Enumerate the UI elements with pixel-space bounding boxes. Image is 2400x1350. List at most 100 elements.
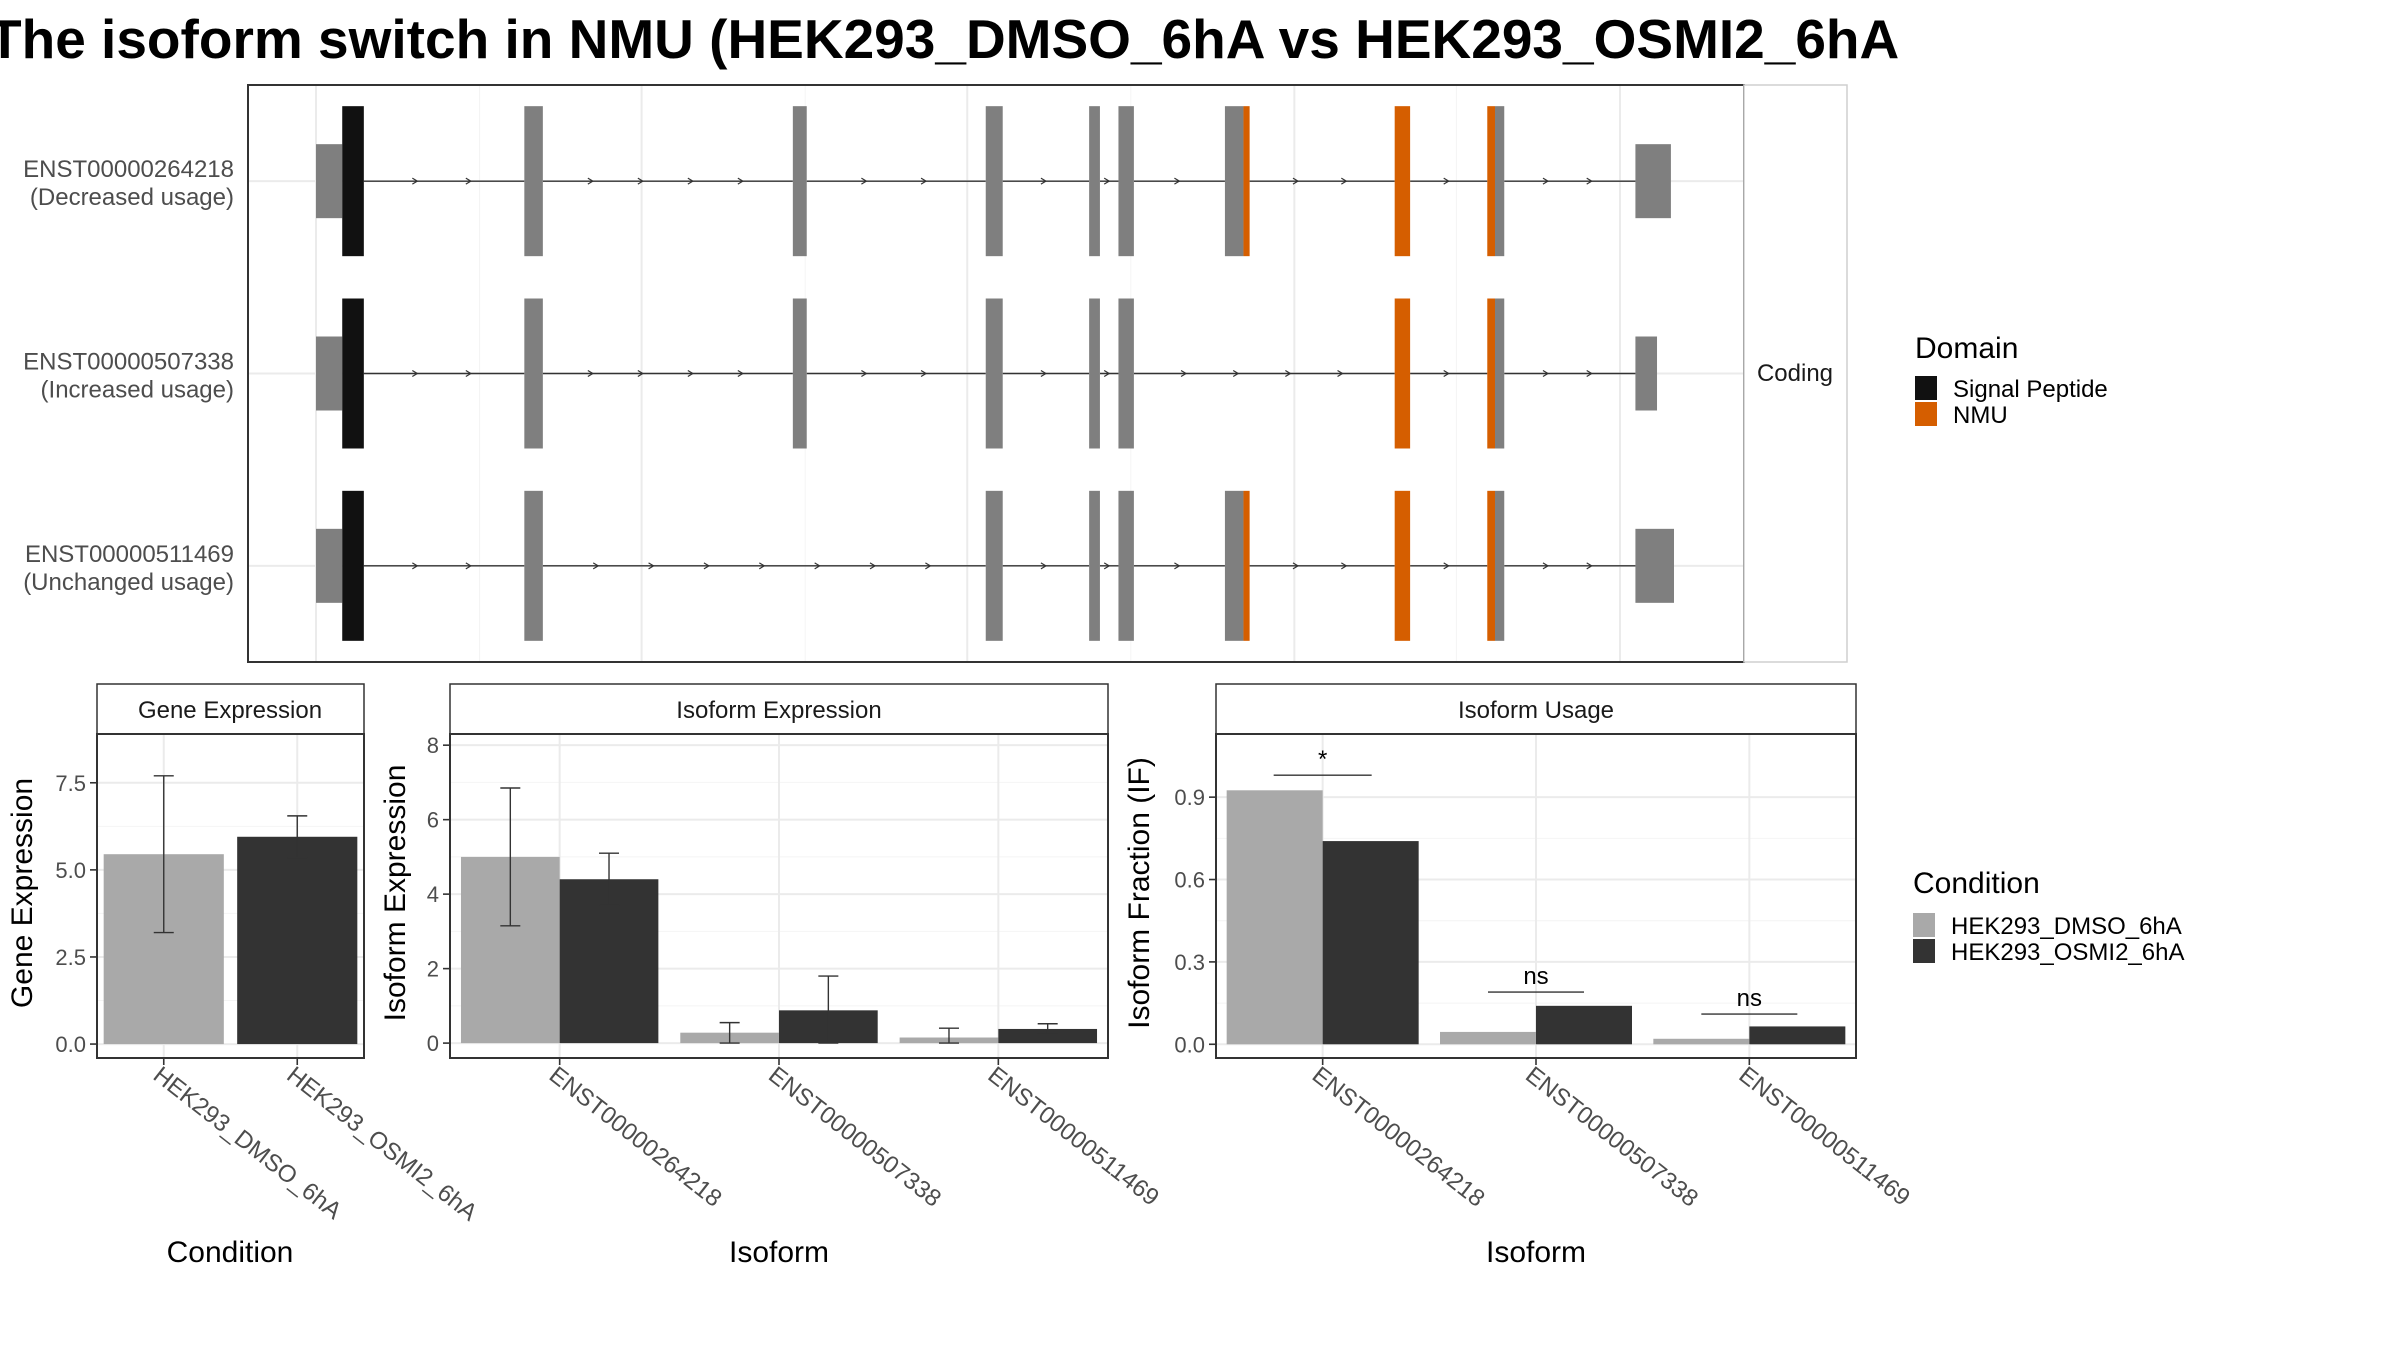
exon-block bbox=[524, 490, 543, 641]
intron-arrow bbox=[1341, 177, 1348, 185]
exon-block bbox=[1118, 490, 1134, 641]
y-tick-label: 0.3 bbox=[1174, 950, 1205, 975]
bars bbox=[1226, 790, 1846, 1045]
y-tick-label: 4 bbox=[427, 882, 439, 907]
intron-arrow bbox=[737, 177, 745, 185]
signal-peptide-block bbox=[342, 298, 364, 449]
y-tick-label: 0.6 bbox=[1174, 868, 1205, 893]
intron-arrow bbox=[587, 369, 595, 378]
intron-arrow bbox=[1232, 369, 1240, 378]
legend-label-osmi: HEK293_OSMI2_6hA bbox=[1951, 939, 2184, 966]
legend-swatch-nmu bbox=[1915, 402, 1937, 426]
gene-expression-x-title: Condition bbox=[167, 1236, 294, 1269]
intron-arrow bbox=[1103, 177, 1111, 185]
intron-arrow bbox=[703, 562, 711, 570]
transcript-usage-label: (Unchanged usage) bbox=[23, 569, 234, 596]
y-tick-label: 8 bbox=[427, 733, 439, 758]
bars bbox=[103, 775, 358, 1045]
exon-block bbox=[792, 298, 807, 449]
bar-osmi bbox=[237, 836, 358, 1045]
figure-title: The isoform switch in NMU (HEK293_DMSO_6… bbox=[0, 8, 1899, 70]
bar-dmso bbox=[1653, 1038, 1750, 1045]
nmu-domain-block bbox=[1487, 106, 1495, 257]
nmu-domain-block bbox=[1394, 298, 1411, 449]
y-tick-label: 2.5 bbox=[55, 945, 86, 970]
bar-osmi bbox=[1749, 1026, 1846, 1045]
isoform-usage-x-title: Isoform bbox=[1486, 1236, 1586, 1269]
intron-arrow bbox=[1542, 369, 1550, 378]
nmu-domain-block bbox=[1487, 298, 1495, 449]
exon-block bbox=[985, 106, 1003, 257]
exon-block bbox=[524, 106, 543, 257]
intron-arrow bbox=[1180, 369, 1188, 378]
utr-block bbox=[1635, 144, 1671, 219]
intron-arrow bbox=[1174, 177, 1181, 185]
nmu-domain-block bbox=[1243, 490, 1250, 641]
transcript-id-label: ENST00000511469 bbox=[25, 541, 234, 568]
intron-arrow bbox=[587, 177, 595, 185]
intron-arrow bbox=[592, 562, 600, 570]
y-tick-label: 7.5 bbox=[55, 771, 86, 796]
intron-arrow bbox=[1040, 562, 1048, 570]
intron-arrow bbox=[861, 369, 868, 378]
domain-legend-title: Domain bbox=[1915, 332, 2018, 365]
utr-block bbox=[316, 144, 343, 219]
nmu-domain-block bbox=[1394, 106, 1411, 257]
bar-dmso bbox=[1226, 790, 1323, 1045]
nmu-domain-block bbox=[1243, 106, 1250, 257]
x-tick-label: ENST00000264218 bbox=[1307, 1061, 1490, 1212]
structure-facet-label: Coding bbox=[1757, 360, 1833, 387]
significance-label: * bbox=[1318, 746, 1327, 773]
y-tick-label: 6 bbox=[427, 808, 439, 833]
isoform-expression-strip-title: Isoform Expression bbox=[676, 697, 881, 724]
utr-block bbox=[1635, 336, 1658, 411]
utr-block bbox=[1635, 528, 1674, 603]
intron-arrow bbox=[465, 177, 472, 185]
gene-expression-y-title: Gene Expression bbox=[6, 778, 39, 1008]
intron-arrow bbox=[1443, 369, 1450, 378]
intron-arrow bbox=[1174, 562, 1181, 570]
bar-dmso bbox=[1440, 1031, 1536, 1045]
transcript-id-label: ENST00000264218 bbox=[23, 156, 234, 183]
plot-border bbox=[96, 733, 365, 1059]
isoform-expression-y-title: Isoform Expression bbox=[379, 765, 412, 1022]
intron-arrow bbox=[1443, 562, 1450, 570]
intron-arrow bbox=[648, 562, 655, 570]
exon-block bbox=[1494, 298, 1505, 449]
exon-block bbox=[1118, 298, 1134, 449]
intron-arrow bbox=[1586, 369, 1593, 378]
condition-legend-title: Condition bbox=[1913, 867, 2040, 900]
transcript-usage-label: (Increased usage) bbox=[41, 377, 234, 404]
intron-arrow bbox=[465, 369, 472, 378]
intron-arrow bbox=[412, 369, 419, 378]
intron-arrow bbox=[1341, 562, 1348, 570]
intron-arrow bbox=[1542, 177, 1550, 185]
intron-arrow bbox=[925, 562, 932, 570]
utr-block bbox=[316, 336, 343, 411]
exon-block bbox=[1494, 490, 1505, 641]
x-tick-label: ENST00000511469 bbox=[983, 1061, 1164, 1211]
isoform-usage-y-title: Isoform Fraction (IF) bbox=[1123, 757, 1156, 1029]
intron-arrow bbox=[737, 369, 745, 378]
intron-arrow bbox=[869, 562, 877, 570]
gene-expression-strip-title: Gene Expression bbox=[138, 697, 322, 724]
exon-block bbox=[1089, 490, 1100, 641]
legend-label-dmso: HEK293_DMSO_6hA bbox=[1951, 913, 2182, 940]
intron-arrow bbox=[1292, 562, 1300, 570]
x-tick-label: ENST00000507338 bbox=[763, 1061, 946, 1212]
nmu-domain-block bbox=[1487, 490, 1495, 641]
exon-block bbox=[792, 106, 807, 257]
signal-peptide-block bbox=[342, 490, 364, 641]
legend-label-signal-peptide: Signal Peptide bbox=[1953, 376, 2108, 403]
intron-arrow bbox=[758, 562, 766, 570]
intron-arrow bbox=[1586, 177, 1593, 185]
exon-block bbox=[524, 298, 543, 449]
legend-swatch-osmi bbox=[1913, 939, 1935, 963]
isoform-expression-x-title: Isoform bbox=[729, 1236, 829, 1269]
exon-block bbox=[1118, 106, 1134, 257]
intron-arrow bbox=[1586, 562, 1593, 570]
bar-osmi bbox=[1536, 1005, 1632, 1045]
exon-block bbox=[1089, 106, 1100, 257]
isoform-expression-strip bbox=[449, 683, 1109, 735]
